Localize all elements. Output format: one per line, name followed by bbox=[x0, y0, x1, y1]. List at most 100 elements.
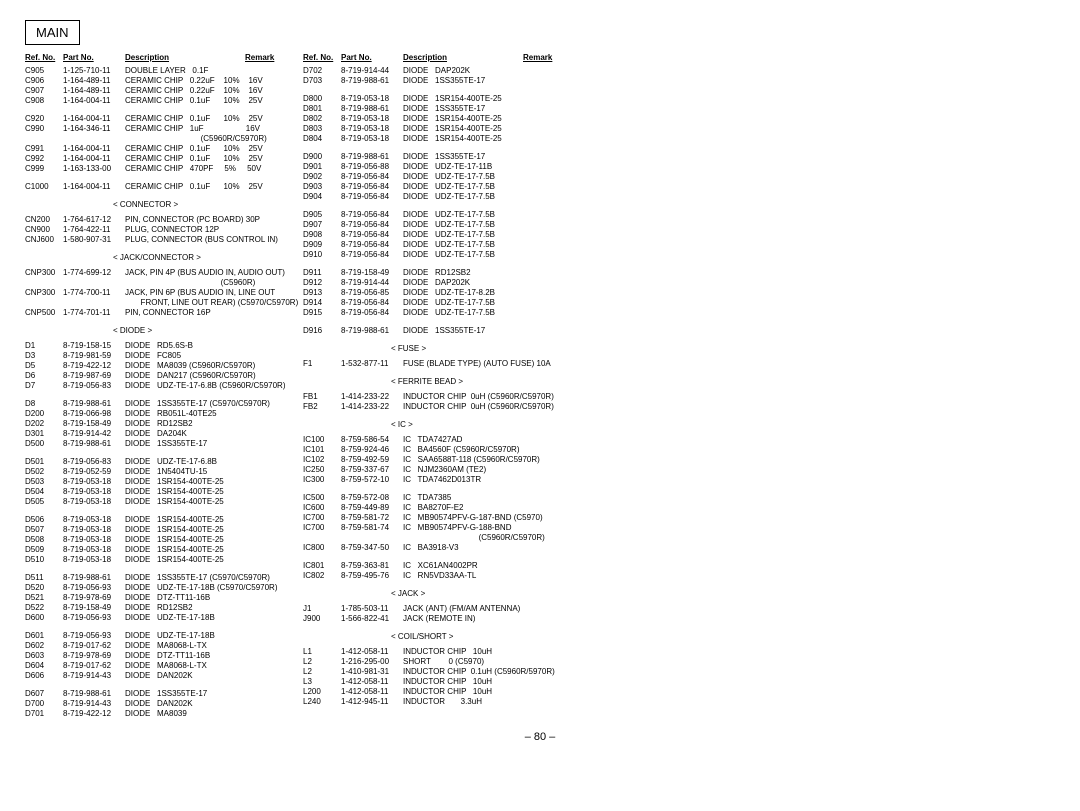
parts-row: C10001-164-004-11CERAMIC CHIP 0.1uF 10% … bbox=[25, 182, 303, 192]
part-no: 1-566-822-41 bbox=[341, 614, 403, 624]
part-no: 1-164-004-11 bbox=[63, 96, 125, 106]
gap bbox=[25, 174, 303, 182]
description: PIN, CONNECTOR (PC BOARD) 30P bbox=[125, 215, 303, 225]
ref-no: IC800 bbox=[303, 543, 341, 553]
description: DIODE 1SR154-400TE-25 bbox=[125, 487, 303, 497]
ref-no: D804 bbox=[303, 134, 341, 144]
ref-no: D701 bbox=[25, 709, 63, 719]
ref-no: D910 bbox=[303, 250, 341, 260]
ref-no: L3 bbox=[303, 677, 341, 687]
parts-row: D9078-719-056-84DIODE UDZ-TE-17-7.5B bbox=[303, 220, 583, 230]
section-header: < JACK/CONNECTOR > bbox=[113, 253, 303, 262]
parts-row: D9098-719-056-84DIODE UDZ-TE-17-7.5B bbox=[303, 240, 583, 250]
part-no: 8-759-572-10 bbox=[341, 475, 403, 485]
description: DIODE RD5.6S-B bbox=[125, 341, 303, 351]
part-no: 8-759-337-67 bbox=[341, 465, 403, 475]
description: DIODE UDZ-TE-17-7.5B bbox=[403, 182, 583, 192]
ref-no bbox=[25, 134, 63, 144]
part-no: 8-719-158-49 bbox=[63, 603, 125, 613]
part-no: 1-414-233-22 bbox=[341, 392, 403, 402]
parts-row: D5078-719-053-18DIODE 1SR154-400TE-25 bbox=[25, 525, 303, 535]
part-no: 1-774-700-11 bbox=[63, 288, 125, 298]
description: DIODE 1SR154-400TE-25 bbox=[403, 134, 583, 144]
gap bbox=[303, 485, 583, 493]
description: DIODE UDZ-TE-17-7.5B bbox=[403, 210, 583, 220]
description: DIODE 1SS355TE-17 bbox=[403, 152, 583, 162]
part-no: 8-719-988-61 bbox=[341, 326, 403, 336]
description: JACK (ANT) (FM/AM ANTENNA) bbox=[403, 604, 583, 614]
parts-row: (C5960R/C5970R) bbox=[25, 134, 303, 144]
parts-row: D5018-719-056-83DIODE UDZ-TE-17-6.8B bbox=[25, 457, 303, 467]
description: DIODE 1SR154-400TE-25 bbox=[125, 535, 303, 545]
part-no: 8-719-056-83 bbox=[63, 457, 125, 467]
parts-row: D6078-719-988-61DIODE 1SS355TE-17 bbox=[25, 689, 303, 699]
description: PLUG, CONNECTOR (BUS CONTROL IN) bbox=[125, 235, 303, 245]
parts-row: D6008-719-056-93DIODE UDZ-TE-17-18B bbox=[25, 613, 303, 623]
ref-no: C908 bbox=[25, 96, 63, 106]
description: DIODE UDZ-TE-17-11B bbox=[403, 162, 583, 172]
part-no: 8-719-056-93 bbox=[63, 583, 125, 593]
hdr-remark2: Remark bbox=[523, 53, 552, 62]
description: IC SAA6588T-118 (C5960R/C5970R) bbox=[403, 455, 583, 465]
ref-no: D601 bbox=[25, 631, 63, 641]
section-header: < CONNECTOR > bbox=[113, 200, 303, 209]
part-no: 8-719-158-15 bbox=[63, 341, 125, 351]
parts-row: D6048-719-017-62DIODE MA8068-L-TX bbox=[25, 661, 303, 671]
part-no: 8-719-914-42 bbox=[63, 429, 125, 439]
ref-no: D907 bbox=[303, 220, 341, 230]
part-no: 8-719-981-59 bbox=[63, 351, 125, 361]
ref-no: D511 bbox=[25, 573, 63, 583]
ref-no: D506 bbox=[25, 515, 63, 525]
ref-no: D803 bbox=[303, 124, 341, 134]
gap bbox=[303, 86, 583, 94]
parts-row: D5028-719-052-59DIODE 1N5404TU-15 bbox=[25, 467, 303, 477]
ref-no: L1 bbox=[303, 647, 341, 657]
ref-no: D912 bbox=[303, 278, 341, 288]
ref-no: D5 bbox=[25, 361, 63, 371]
ref-no: CNP500 bbox=[25, 308, 63, 318]
part-no: 1-785-503-11 bbox=[341, 604, 403, 614]
part-no: 8-719-988-61 bbox=[63, 689, 125, 699]
ref-no: D915 bbox=[303, 308, 341, 318]
ref-no: D603 bbox=[25, 651, 63, 661]
part-no: 1-414-233-22 bbox=[341, 402, 403, 412]
ref-no: D200 bbox=[25, 409, 63, 419]
description: IC BA8270F-E2 bbox=[403, 503, 583, 513]
ref-no: FB2 bbox=[303, 402, 341, 412]
parts-row: D5208-719-056-93DIODE UDZ-TE-17-18B (C59… bbox=[25, 583, 303, 593]
part-no: 1-164-489-11 bbox=[63, 86, 125, 96]
description: DIODE 1SS355TE-17 (C5970/C5970R) bbox=[125, 399, 303, 409]
parts-row: D9048-719-056-84DIODE UDZ-TE-17-7.5B bbox=[303, 192, 583, 202]
ref-no: D604 bbox=[25, 661, 63, 671]
description: DIODE 1SR154-400TE-25 bbox=[125, 545, 303, 555]
part-no: 8-719-053-18 bbox=[63, 545, 125, 555]
parts-row: CNP3001-774-700-11JACK, PIN 6P (BUS AUDI… bbox=[25, 288, 303, 298]
ref-no: CN900 bbox=[25, 225, 63, 235]
parts-row: D6038-719-978-69DIODE DTZ-TT11-16B bbox=[25, 651, 303, 661]
parts-row: C9991-163-133-00CERAMIC CHIP 470PF 5% 50… bbox=[25, 164, 303, 174]
description: INDUCTOR 3.3uH bbox=[403, 697, 583, 707]
description: DIODE DAN217 (C5960R/C5970R) bbox=[125, 371, 303, 381]
part-no bbox=[63, 134, 125, 144]
right-header-row: Ref. No. Part No. Description Remark bbox=[303, 53, 583, 62]
description: DIODE DAN202K bbox=[125, 699, 303, 709]
gap bbox=[303, 553, 583, 561]
ref-no: IC801 bbox=[303, 561, 341, 571]
part-no: 8-719-914-43 bbox=[63, 671, 125, 681]
ref-no: D916 bbox=[303, 326, 341, 336]
parts-row: D9028-719-056-84DIODE UDZ-TE-17-7.5B bbox=[303, 172, 583, 182]
ref-no: D903 bbox=[303, 182, 341, 192]
description: DIODE RD12SB2 bbox=[125, 419, 303, 429]
description: DIODE 1SR154-400TE-25 bbox=[125, 555, 303, 565]
part-no: 8-719-053-18 bbox=[63, 487, 125, 497]
description: DIODE DAP202K bbox=[403, 66, 583, 76]
parts-row: (C5960R) bbox=[25, 278, 303, 288]
part-no: 1-412-058-11 bbox=[341, 687, 403, 697]
part-no: 1-774-701-11 bbox=[63, 308, 125, 318]
ref-no: D6 bbox=[25, 371, 63, 381]
description: INDUCTOR CHIP 0uH (C5960R/C5970R) bbox=[403, 402, 583, 412]
description: DIODE 1SR154-400TE-25 bbox=[403, 94, 583, 104]
description: DIODE 1SS355TE-17 bbox=[403, 76, 583, 86]
ref-no: IC300 bbox=[303, 475, 341, 485]
part-no: 1-580-907-31 bbox=[63, 235, 125, 245]
